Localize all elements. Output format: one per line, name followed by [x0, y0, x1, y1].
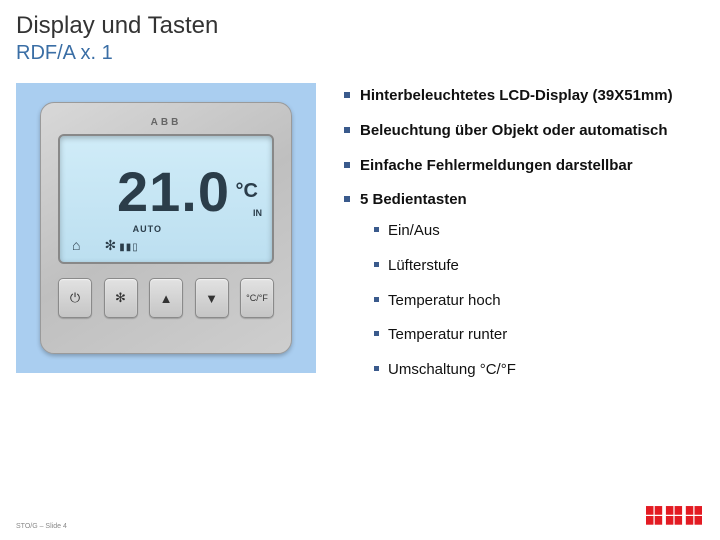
lcd-auto-label: AUTO	[133, 224, 162, 234]
device-buttons-row: ⏻ ✻ ▲ ▼ °C/°F	[58, 278, 274, 318]
lcd-unit: °C	[236, 180, 258, 203]
house-icon: ⌂	[72, 237, 80, 254]
abb-logo	[646, 505, 702, 532]
bullet-item: Einfache Fehlermeldungen darstellbar	[344, 157, 704, 176]
lcd-temperature: 21.0	[117, 164, 230, 220]
sub-bullet-list: Ein/Aus Lüfterstufe Temperatur hoch Temp…	[360, 222, 704, 380]
text-column: Hinterbeleuchtetes LCD-Display (39X51mm)…	[344, 83, 704, 396]
lcd-in-label: IN	[253, 208, 262, 218]
bullet-item: Hinterbeleuchtetes LCD-Display (39X51mm)	[344, 87, 704, 106]
lcd-bottom-icons: ⌂ ✻	[72, 237, 260, 254]
sub-bullet-item: Temperatur runter	[360, 326, 704, 345]
page-subtitle: RDF/A x. 1	[16, 42, 704, 65]
content-row: ABB 21.0 °C IN AUTO ⌂ ✻ ⏻ ✻ ▲	[16, 83, 704, 396]
device-brand-label: ABB	[151, 117, 182, 128]
lcd-display: 21.0 °C IN AUTO ⌂ ✻	[58, 134, 274, 264]
sub-bullet-item: Lüfterstufe	[360, 257, 704, 276]
unit-toggle-button[interactable]: °C/°F	[240, 278, 274, 318]
title-block: Display und Tasten RDF/A x. 1	[16, 12, 704, 65]
fan-button[interactable]: ✻	[104, 278, 138, 318]
device-column: ABB 21.0 °C IN AUTO ⌂ ✻ ⏻ ✻ ▲	[16, 83, 316, 396]
fan-icon: ✻	[104, 237, 138, 254]
sub-bullet-item: Umschaltung °C/°F	[360, 361, 704, 380]
abb-logo-icon	[646, 505, 702, 527]
temp-up-button[interactable]: ▲	[149, 278, 183, 318]
bullet-item: Beleuchtung über Objekt oder automatisch	[344, 122, 704, 141]
slide-footer: STO/G – Slide 4	[16, 523, 67, 530]
main-bullet-list: Hinterbeleuchtetes LCD-Display (39X51mm)…	[344, 87, 704, 380]
thermostat-device: ABB 21.0 °C IN AUTO ⌂ ✻ ⏻ ✻ ▲	[40, 102, 292, 354]
slide: Display und Tasten RDF/A x. 1 ABB 21.0 °…	[0, 0, 720, 540]
sub-bullet-item: Ein/Aus	[360, 222, 704, 241]
power-button[interactable]: ⏻	[58, 278, 92, 318]
page-title: Display und Tasten	[16, 12, 704, 40]
bullet-item: 5 Bedientasten Ein/Aus Lüfterstufe Tempe…	[344, 191, 704, 380]
device-frame: ABB 21.0 °C IN AUTO ⌂ ✻ ⏻ ✻ ▲	[16, 83, 316, 373]
bullet-label: 5 Bedientasten	[360, 191, 467, 208]
temp-down-button[interactable]: ▼	[195, 278, 229, 318]
sub-bullet-item: Temperatur hoch	[360, 292, 704, 311]
